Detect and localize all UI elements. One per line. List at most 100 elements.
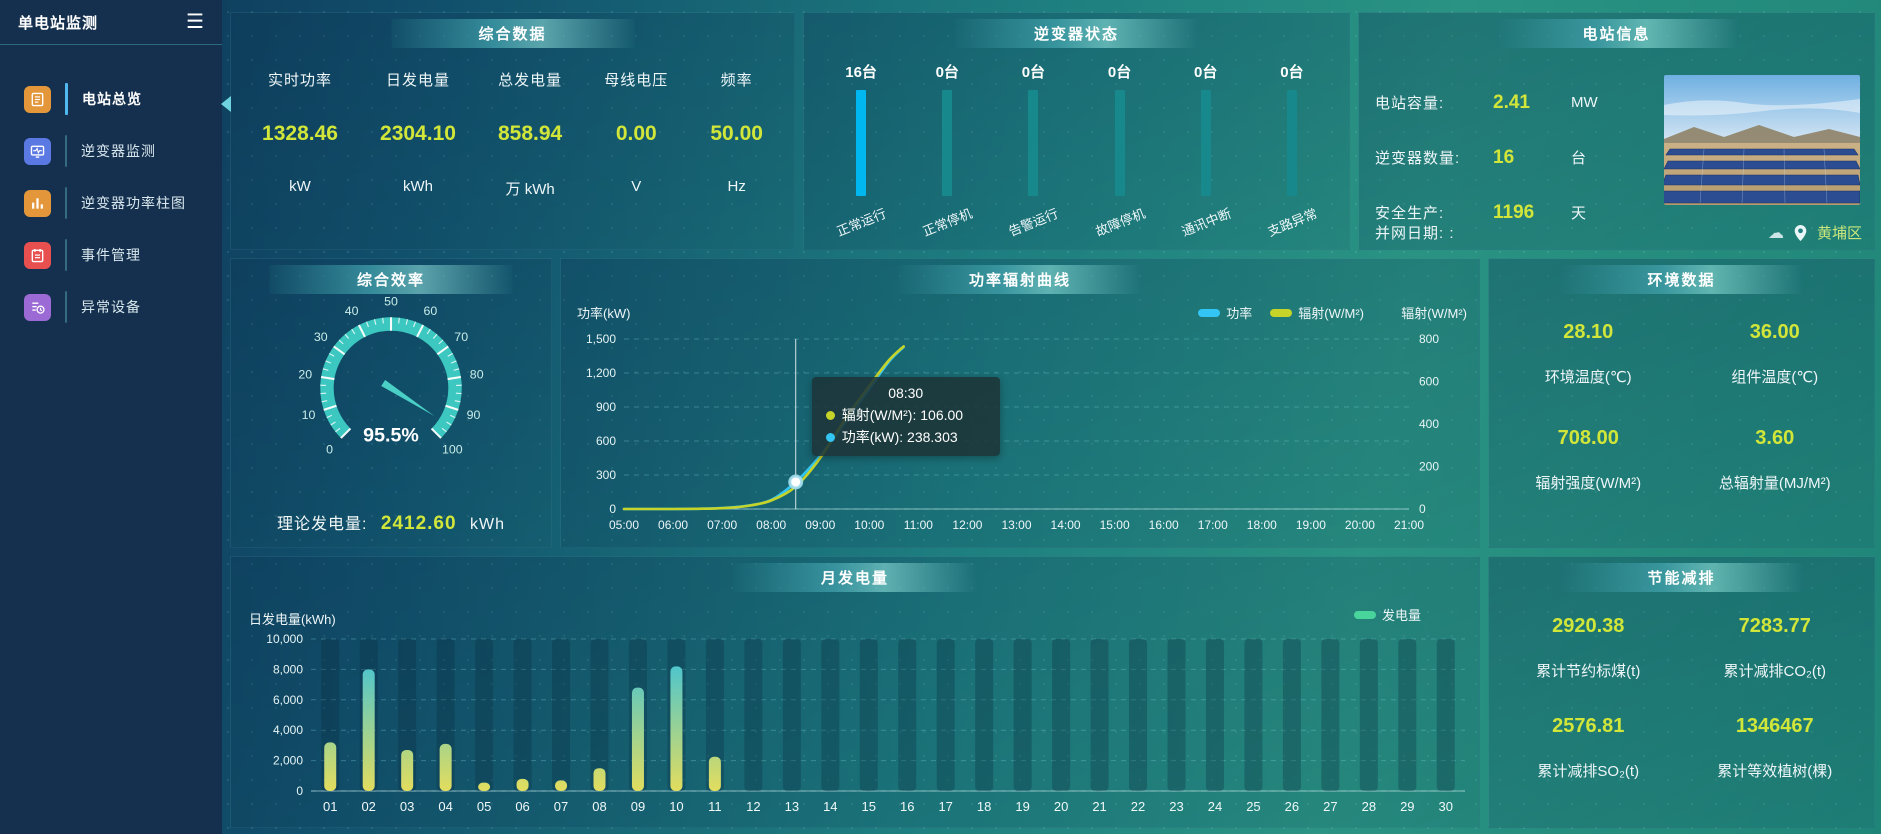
- sidebar-item-1[interactable]: 电站总览: [0, 73, 222, 125]
- legend-marker: [1353, 610, 1376, 619]
- panel-summary-data: 综合数据 实时功率 1328.46 kW 日发电量 2304.10 kWh 总发电量 858.…: [230, 12, 795, 250]
- inverter-status-item: 0台 正常停机: [912, 61, 982, 239]
- svg-text:18: 18: [977, 799, 991, 814]
- generation-bar-day-08[interactable]: [593, 768, 606, 791]
- location-name[interactable]: 黄埔区: [1816, 225, 1862, 242]
- bar-axis-name: 日发电量(kWh): [249, 612, 336, 627]
- generation-bar-day-01[interactable]: [324, 742, 337, 791]
- weather-cloud-icon[interactable]: ☁: [1767, 224, 1784, 242]
- svg-text:30: 30: [314, 330, 328, 344]
- station-info-row: 电站容量: 2.41 MW: [1375, 75, 1874, 130]
- svg-text:02: 02: [361, 799, 375, 814]
- stat-unit: 万 kWh: [505, 181, 555, 198]
- stat-value: 36.00: [1749, 321, 1800, 343]
- gauge-needle: [381, 379, 435, 417]
- svg-text:22: 22: [1131, 799, 1145, 814]
- stat-label: 母线电压: [604, 72, 669, 89]
- theoretical-generation-label: 理论发电量:: [276, 516, 368, 533]
- inverter-status-label: 支路异常: [1265, 205, 1320, 240]
- generation-bar-day-06[interactable]: [516, 778, 529, 791]
- sidebar-item-5[interactable]: 异常设备: [0, 281, 222, 333]
- gauge-chart: 0 10 20 30 40 50 60 70 80 90 100 95.5%: [298, 294, 483, 457]
- curve-legend: 功率 辐射(W/M²): [1198, 303, 1364, 322]
- right-axis-name: 辐射(W/M²): [1401, 306, 1467, 321]
- svg-text:09: 09: [631, 799, 645, 814]
- location-pin-icon[interactable]: [1794, 224, 1807, 241]
- svg-text:27: 27: [1323, 799, 1337, 814]
- generation-bar-day-11[interactable]: [708, 756, 721, 791]
- svg-text:07:00: 07:00: [707, 518, 737, 532]
- energy-saving-stat: 2576.81 累计减排SO₂(t): [1495, 715, 1682, 781]
- stat-value: 1328.46: [262, 122, 338, 145]
- generation-bar-day-04[interactable]: [439, 743, 452, 791]
- inverter-monitor-icon: [24, 137, 51, 165]
- sidebar-item-3[interactable]: 逆变器功率柱图: [0, 177, 222, 229]
- solar-farm-image: [1664, 75, 1860, 205]
- panel-title-energy-saving: 节能减排: [1560, 563, 1803, 592]
- energy-saving-stat: 1346467 累计等效植树(棵): [1682, 715, 1869, 781]
- energy-saving-stat: 7283.77 累计减排CO₂(t): [1682, 615, 1869, 681]
- sidebar-collapse-arrow[interactable]: [221, 96, 231, 112]
- inverter-status-item: 0台 通讯中断: [1171, 61, 1241, 239]
- panel-efficiency: 综合效率 0 10 20 30 40 50 60 70 80 90 100 95.5% 理论发电量: …: [230, 258, 552, 548]
- station-row-unit: 天: [1571, 205, 1587, 222]
- energy-saving-stats: 2920.38 累计节约标煤(t) 7283.77 累计减排CO₂(t) 2576.81…: [1489, 615, 1874, 781]
- stat-value: 2920.38: [1552, 615, 1625, 637]
- menu-divider: [65, 83, 68, 115]
- generation-bar-day-03[interactable]: [401, 749, 414, 791]
- stat-label: 频率: [720, 72, 753, 89]
- bar-chart[interactable]: 0 2,000 4,000 6,000 8,000 10,000 01 02 03 04 05 06 0…: [239, 627, 1473, 823]
- station-location: ☁ 黄埔区: [1768, 222, 1862, 243]
- panel-inverter-status: 逆变器状态 16台 正常运行 0台 正常停机 0台 告警运行 0台 故障停机 0台 通讯中断 0台支…: [803, 12, 1350, 250]
- stat-value: 708.00: [1557, 427, 1619, 449]
- stat-label: 累计等效植树(棵): [1717, 763, 1833, 780]
- svg-text:21: 21: [1092, 799, 1106, 814]
- panel-title-station-info: 电站信息: [1495, 19, 1738, 48]
- svg-text:10: 10: [302, 408, 316, 422]
- generation-bar-day-05[interactable]: [478, 782, 491, 791]
- menu-toggle-icon[interactable]: ☰: [186, 11, 204, 33]
- svg-text:07: 07: [554, 799, 568, 814]
- grid-connection-date: 并网日期: :: [1375, 225, 1455, 242]
- environment-stat: 708.00 辐射强度(W/M²): [1495, 427, 1682, 493]
- legend-item-1[interactable]: 功率: [1198, 303, 1252, 322]
- legend-item-2[interactable]: 辐射(W/M²): [1270, 303, 1364, 322]
- theoretical-generation: 理论发电量: 2412.60 kWh: [231, 510, 551, 535]
- legend-item-generation[interactable]: 发电量: [1353, 605, 1421, 624]
- status-bar: [942, 90, 953, 196]
- svg-text:1,500: 1,500: [586, 332, 616, 346]
- generation-bar-day-09[interactable]: [631, 687, 644, 791]
- station-footer: 并网日期: : ☁ 黄埔区: [1375, 222, 1862, 243]
- inverter-count: 0台: [1280, 64, 1304, 81]
- svg-text:100: 100: [442, 443, 463, 457]
- legend-label: 功率: [1226, 306, 1253, 321]
- sidebar-item-2[interactable]: 逆变器监测: [0, 125, 222, 177]
- generation-bar-day-10[interactable]: [670, 666, 683, 791]
- svg-text:10,000: 10,000: [266, 632, 303, 646]
- svg-text:11:00: 11:00: [904, 518, 933, 532]
- sidebar-item-4[interactable]: 事件管理: [0, 229, 222, 281]
- panel-title-curve: 功率辐射曲线: [898, 265, 1142, 294]
- panel-monthly-generation: 月发电量 日发电量(kWh) 发电量 0 2,000 4,000 6,000 8,000…: [230, 556, 1480, 828]
- svg-text:400: 400: [1419, 417, 1439, 431]
- legend-label: 发电量: [1381, 608, 1421, 623]
- inverter-count: 16台: [845, 64, 877, 81]
- line-chart[interactable]: 0 300 600 900 1,200 1,500 0 200 400 600 800 05:00 06…: [569, 325, 1469, 540]
- panel-title-environment: 环境数据: [1560, 265, 1803, 294]
- inverter-status-label: 通讯中断: [1179, 205, 1233, 240]
- svg-text:17: 17: [938, 799, 952, 814]
- stat-label: 环境温度(℃): [1544, 369, 1632, 386]
- inverter-count: 0台: [1021, 64, 1046, 81]
- svg-text:17:00: 17:00: [1198, 518, 1228, 532]
- svg-text:16: 16: [900, 799, 914, 814]
- svg-text:18:00: 18:00: [1247, 518, 1277, 532]
- svg-text:900: 900: [596, 400, 616, 414]
- gauge-value: 95.5%: [363, 425, 419, 447]
- generation-bar-day-02[interactable]: [362, 669, 375, 791]
- legend-label: 辐射(W/M²): [1298, 306, 1364, 321]
- generation-bar-day-07[interactable]: [555, 780, 568, 791]
- svg-text:08:00: 08:00: [756, 518, 786, 532]
- sidebar-item-label: 电站总览: [82, 91, 142, 107]
- stat-unit: kWh: [402, 178, 433, 195]
- stat-unit: Hz: [727, 178, 746, 195]
